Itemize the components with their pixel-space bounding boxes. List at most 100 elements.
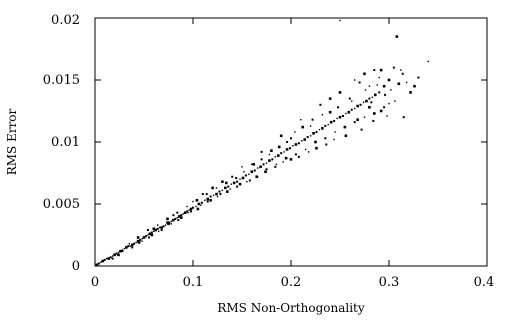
scatter-point bbox=[359, 103, 362, 106]
scatter-point bbox=[417, 76, 420, 79]
scatter-point bbox=[279, 134, 283, 138]
scatter-point bbox=[186, 210, 189, 213]
scatter-point bbox=[394, 100, 396, 102]
scatter-point bbox=[376, 84, 378, 86]
scatter-point bbox=[141, 240, 143, 242]
scatter-point bbox=[392, 66, 395, 69]
scatter-point bbox=[341, 114, 344, 117]
scatter-point bbox=[345, 112, 347, 115]
scatter-point bbox=[209, 195, 212, 198]
scatter-point bbox=[315, 131, 318, 134]
scatter-point bbox=[305, 148, 307, 151]
scatter-point bbox=[133, 242, 136, 245]
scatter-point bbox=[309, 125, 312, 127]
scatter-point bbox=[343, 125, 347, 129]
scatter-point bbox=[186, 205, 188, 208]
scatter-point bbox=[379, 109, 383, 113]
scatter-point bbox=[141, 238, 143, 240]
scatter-point bbox=[382, 84, 386, 88]
scatter-point bbox=[280, 152, 283, 155]
scatter-point bbox=[363, 116, 366, 118]
scatter-point bbox=[160, 226, 163, 229]
scatter-point bbox=[130, 243, 134, 247]
scatter-point bbox=[368, 97, 371, 100]
scatter-point bbox=[115, 252, 118, 255]
scatter-point bbox=[154, 228, 158, 232]
scatter-point bbox=[370, 101, 373, 104]
scatter-point bbox=[307, 151, 310, 153]
scatter-point bbox=[256, 167, 259, 169]
scatter-point bbox=[360, 128, 363, 131]
scatter-point bbox=[174, 217, 177, 220]
scatter-point bbox=[334, 131, 336, 133]
scatter-point bbox=[158, 230, 160, 232]
scatter-point bbox=[327, 123, 329, 126]
scatter-point bbox=[136, 236, 140, 239]
scatter-point bbox=[244, 174, 247, 177]
scatter-point bbox=[350, 108, 353, 111]
scatter-point bbox=[363, 72, 366, 76]
scatter-point bbox=[383, 106, 386, 109]
scatter-point bbox=[390, 89, 392, 91]
scatter-point bbox=[147, 234, 149, 236]
scatter-point bbox=[384, 93, 387, 96]
scatter-point bbox=[427, 60, 429, 63]
scatter-point bbox=[277, 145, 281, 149]
scatter-point bbox=[300, 118, 302, 121]
scatter-point bbox=[236, 180, 239, 183]
scatter-point bbox=[387, 78, 391, 82]
scatter-point bbox=[229, 188, 231, 190]
scatter-point bbox=[306, 136, 309, 139]
scatter-point bbox=[260, 150, 263, 153]
scatter-point bbox=[117, 253, 120, 257]
scatter-point bbox=[195, 198, 199, 202]
scatter-point bbox=[152, 227, 156, 231]
scatter-point bbox=[294, 143, 298, 146]
scatter-point bbox=[200, 204, 202, 206]
scatter-point bbox=[147, 236, 150, 239]
scatter-point bbox=[297, 142, 300, 145]
scatter-point bbox=[373, 112, 376, 115]
scatter-point bbox=[201, 193, 204, 196]
y-tick-label: 0.005 bbox=[43, 197, 80, 212]
scatter-point bbox=[364, 89, 367, 91]
scatter-point bbox=[176, 216, 179, 219]
scatter-point bbox=[265, 162, 268, 164]
scatter-point bbox=[177, 215, 181, 218]
y-axis-label: RMS Error bbox=[5, 108, 19, 175]
scatter-point bbox=[204, 199, 206, 201]
scatter-point bbox=[119, 249, 122, 253]
scatter-point bbox=[276, 154, 280, 157]
scatter-point bbox=[148, 232, 152, 236]
scatter-point bbox=[218, 190, 221, 193]
scatter-point bbox=[284, 156, 288, 160]
scatter-point bbox=[158, 226, 161, 229]
scatter-point bbox=[212, 194, 215, 197]
scatter-point bbox=[170, 223, 173, 225]
x-tick-label: 0.2 bbox=[281, 275, 302, 290]
scatter-point bbox=[255, 175, 258, 179]
scatter-point bbox=[328, 97, 332, 100]
scatter-point bbox=[101, 259, 105, 263]
scatter-point bbox=[311, 118, 314, 121]
scatter-point bbox=[378, 91, 381, 94]
scatter-point bbox=[324, 137, 327, 140]
scatter-point bbox=[144, 235, 147, 238]
scatter-point bbox=[344, 134, 348, 138]
scatter-point bbox=[107, 257, 111, 260]
scatter-point bbox=[129, 245, 131, 247]
scatter-point bbox=[125, 246, 128, 249]
scatter-point bbox=[262, 163, 265, 166]
scatter-point bbox=[347, 110, 351, 114]
x-tick-label: 0.3 bbox=[379, 275, 400, 290]
scatter-point bbox=[354, 107, 356, 110]
y-tick-label: 0.015 bbox=[43, 73, 80, 88]
scatter-point bbox=[248, 179, 251, 182]
scatter-point bbox=[166, 217, 169, 221]
x-tick-labels: 0 0.1 0.2 0.3 0.4 bbox=[91, 275, 494, 290]
scatter-point bbox=[197, 202, 201, 206]
scatter-point bbox=[123, 247, 126, 250]
scatter-point bbox=[241, 166, 243, 168]
scatter-point bbox=[160, 229, 163, 232]
scatter-point bbox=[127, 245, 130, 248]
